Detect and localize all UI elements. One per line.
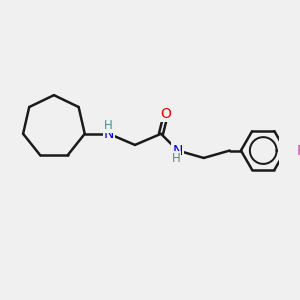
Text: O: O: [160, 107, 171, 121]
Text: N: N: [172, 143, 183, 158]
Text: N: N: [104, 127, 114, 141]
Text: H: H: [172, 152, 180, 165]
Text: F: F: [296, 143, 300, 158]
Text: H: H: [103, 119, 112, 132]
